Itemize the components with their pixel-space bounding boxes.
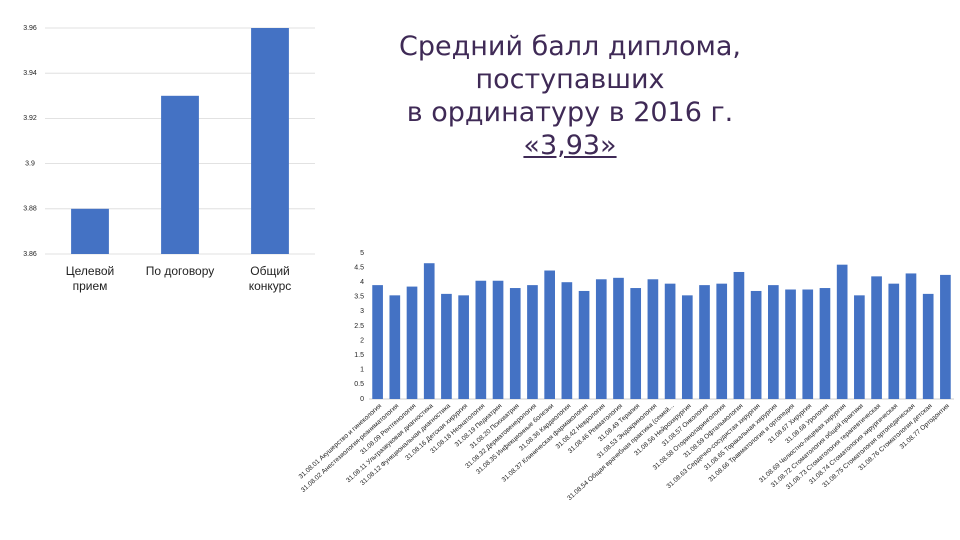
- title-line: Средний балл диплома, поступавших: [398, 31, 742, 95]
- y-tick-label: 0: [360, 396, 364, 403]
- bar: [871, 276, 882, 399]
- y-tick-label: 3.88: [23, 206, 37, 213]
- bar: [372, 285, 383, 399]
- bar: [613, 277, 624, 399]
- x-tick-label: По договору: [145, 264, 215, 278]
- bar: [647, 279, 659, 399]
- bar: [71, 208, 109, 254]
- bar: [716, 283, 728, 399]
- y-tick-label: 3.9: [25, 160, 35, 167]
- y-tick-label: 5: [360, 250, 364, 257]
- bar: [836, 264, 848, 399]
- bar: [492, 280, 504, 399]
- y-tick-label: 2: [360, 337, 364, 344]
- bar: [699, 285, 710, 399]
- bar: [630, 288, 642, 399]
- bar: [905, 273, 917, 399]
- bar: [768, 285, 779, 399]
- bar: [251, 28, 289, 254]
- bar: [441, 293, 452, 399]
- bar: [664, 283, 676, 399]
- bar: [423, 263, 435, 399]
- bar: [161, 95, 199, 254]
- y-tick-label: 1: [360, 367, 364, 374]
- bar: [509, 288, 521, 399]
- bar: [785, 289, 796, 399]
- y-tick-label: 4.5: [354, 264, 364, 271]
- x-tick-label: Общий конкурс: [248, 264, 292, 293]
- y-tick-label: 1.5: [354, 352, 364, 359]
- y-tick-label: 2.5: [354, 323, 364, 330]
- y-tick-label: 0.5: [354, 381, 364, 388]
- bar: [854, 295, 865, 399]
- bar: [888, 283, 900, 399]
- title-highlight: «3,93»: [523, 130, 617, 161]
- bar: [802, 289, 814, 399]
- y-tick-label: 3.5: [354, 294, 364, 301]
- y-tick-label: 3.92: [23, 115, 37, 122]
- y-tick-label: 4: [360, 279, 364, 286]
- bar: [750, 290, 762, 399]
- y-tick-label: 3.94: [23, 70, 37, 77]
- bar: [922, 293, 934, 399]
- bar: [389, 295, 401, 399]
- bar: [406, 286, 418, 399]
- bar: [458, 295, 469, 399]
- bar: [681, 295, 693, 399]
- bar: [595, 279, 607, 399]
- bar: [733, 271, 745, 399]
- y-tick-label: 3: [360, 308, 364, 315]
- x-tick-label: Целевой прием: [65, 264, 115, 293]
- slide-title: Средний балл диплома, поступавших в орди…: [330, 30, 810, 162]
- y-tick-label: 3.96: [23, 25, 37, 32]
- bar: [475, 280, 487, 399]
- title-line: в ординатуру в 2016 г.: [406, 97, 734, 128]
- bar: [527, 285, 538, 399]
- bar: [578, 290, 590, 399]
- y-tick-label: 3.86: [23, 251, 37, 258]
- bar: [544, 270, 555, 399]
- bar: [819, 288, 831, 399]
- bar: [940, 274, 951, 399]
- bar: [561, 282, 573, 399]
